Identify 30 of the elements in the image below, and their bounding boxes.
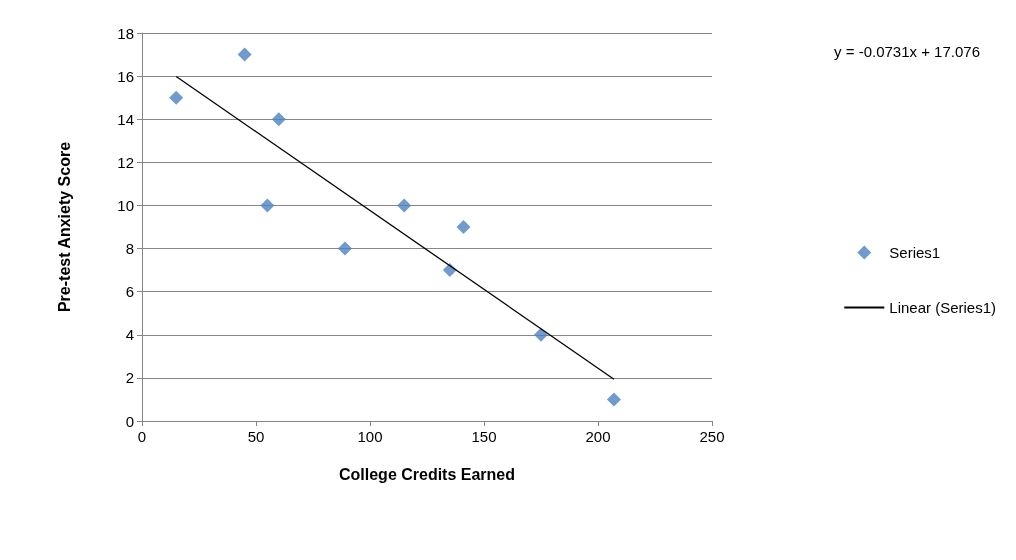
x-tick-label: 250 bbox=[699, 428, 725, 445]
point bbox=[260, 198, 275, 213]
x-tick-label: 50 bbox=[247, 428, 265, 445]
y-tick-label: 2 bbox=[125, 369, 134, 387]
legend-label: Series1 bbox=[889, 244, 941, 261]
y-tick-label: 0 bbox=[125, 412, 134, 430]
point bbox=[534, 327, 548, 342]
y-tick-label: 4 bbox=[125, 326, 134, 344]
y-tick-label: 14 bbox=[117, 110, 134, 128]
point bbox=[337, 241, 352, 256]
y-tick-label: 10 bbox=[117, 196, 134, 214]
point bbox=[169, 90, 184, 105]
legend-label: Linear (Series1) bbox=[889, 299, 996, 316]
point bbox=[237, 47, 252, 62]
point bbox=[271, 112, 286, 127]
x-tick-label: 100 bbox=[357, 428, 383, 445]
x-axis-title: College Credits Earned bbox=[338, 465, 516, 483]
point bbox=[606, 392, 621, 407]
y-tick-label: 12 bbox=[117, 153, 134, 171]
y-axis-title: Pre-test Anxiety Score bbox=[55, 141, 73, 313]
y-tick-label: 8 bbox=[125, 240, 134, 258]
y-tick-label: 6 bbox=[125, 283, 134, 301]
text: y = -0.0731x + 17.076 bbox=[834, 43, 981, 60]
x-tick-label: 200 bbox=[585, 428, 611, 445]
y-tick-label: 18 bbox=[117, 24, 134, 42]
y-tick-label: 16 bbox=[117, 67, 134, 85]
x-tick-label: 150 bbox=[471, 428, 497, 445]
point bbox=[397, 198, 412, 213]
x-tick-label: 0 bbox=[137, 428, 147, 445]
point bbox=[456, 220, 471, 234]
